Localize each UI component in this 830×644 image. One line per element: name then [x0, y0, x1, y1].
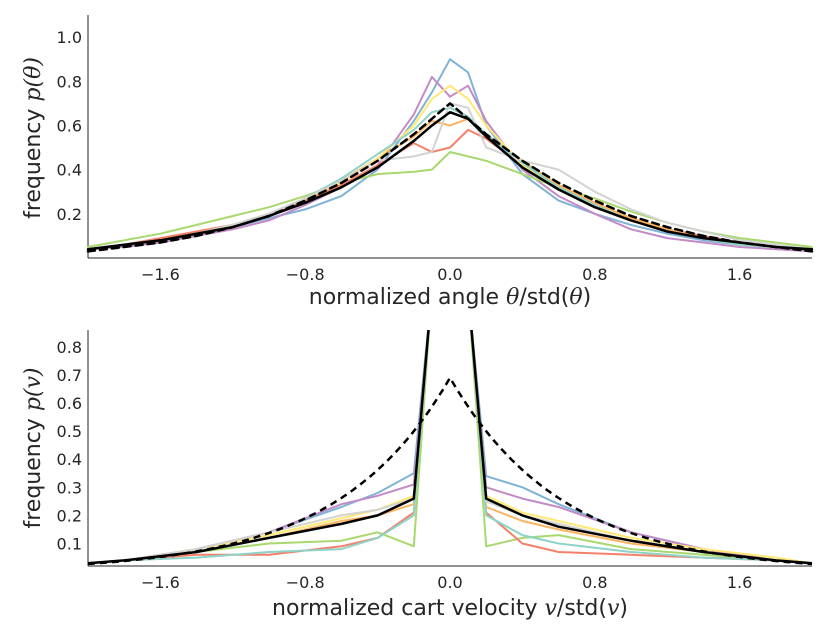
- angle-y-ticks: 0.2 0.4 0.6 0.8 1.0: [57, 28, 82, 224]
- angle-x-tick-label: −0.8: [286, 265, 325, 284]
- velocity-y-tick-label: 0.3: [57, 478, 82, 497]
- velocity-x-tick-label: 0.8: [582, 573, 607, 592]
- angle-y-tick-label: 0.6: [57, 116, 82, 135]
- angle-x-tick-label: 1.6: [727, 265, 752, 284]
- angle-series-line: [86, 102, 814, 253]
- velocity-y-tick-label: 0.6: [57, 394, 82, 413]
- angle-y-tick-label: 0.2: [57, 205, 82, 224]
- velocity-series-line: [88, 330, 812, 565]
- velocity-y-tick-label: 0.4: [57, 450, 82, 469]
- velocity-series-line: [88, 330, 812, 565]
- angle-series-line: [87, 58, 813, 251]
- angle-panel: 0.2 0.4 0.6 0.8 1.0 −1.6 −0.8 0.0 0.8 1.6 normal…: [21, 15, 814, 310]
- velocity-series-line: [88, 330, 812, 565]
- velocity-series-line: [88, 330, 812, 565]
- angle-series-line: [87, 75, 813, 253]
- velocity-y-tick-label: 0.5: [57, 422, 82, 441]
- angle-x-tick-label: −1.6: [141, 265, 180, 284]
- angle-series: [86, 58, 814, 253]
- velocity-y-tick-label: 0.7: [57, 366, 82, 385]
- velocity-y-tick-label: 0.2: [57, 506, 82, 525]
- angle-y-tick-label: 0.4: [57, 161, 82, 180]
- velocity-series-line: [88, 330, 812, 565]
- angle-series-line: [87, 117, 813, 251]
- velocity-y-ticks: 0.1 0.2 0.3 0.4 0.5 0.6 0.7 0.8: [57, 338, 82, 554]
- velocity-y-tick-label: 0.8: [57, 338, 82, 357]
- velocity-x-tick-label: −1.6: [141, 573, 180, 592]
- velocity-x-tick-label: 0.0: [437, 573, 462, 592]
- velocity-x-tick-label: −0.8: [286, 573, 325, 592]
- velocity-series-line: [88, 330, 812, 565]
- velocity-panel: 0.1 0.2 0.3 0.4 0.5 0.6 0.7 0.8 −1.6 −0.8 0.0 0.8 1…: [21, 330, 812, 621]
- angle-x-tick-label: 0.8: [582, 265, 607, 284]
- velocity-y-tick-label: 0.1: [57, 535, 82, 554]
- angle-series-line: [87, 106, 813, 251]
- velocity-x-tick-label: 1.6: [727, 573, 752, 592]
- angle-y-axis-label: frequency p(θ): [21, 57, 46, 219]
- velocity-series: [88, 330, 812, 566]
- angle-x-tick-label: 0.0: [437, 265, 462, 284]
- angle-series-line: [86, 110, 814, 251]
- velocity-x-ticks: −1.6 −0.8 0.0 0.8 1.6: [141, 573, 752, 592]
- velocity-y-axis-label: frequency p(v): [21, 367, 46, 528]
- angle-y-tick-label: 1.0: [57, 28, 82, 47]
- velocity-series-line: [88, 330, 812, 565]
- angle-y-tick-label: 0.8: [57, 72, 82, 91]
- velocity-series-line: [88, 330, 812, 565]
- angle-x-axis-label: normalized angle θ/std(θ): [309, 285, 591, 310]
- velocity-series-line: [88, 330, 812, 565]
- velocity-reference-dashed-line: [88, 376, 812, 566]
- angle-x-ticks: −1.6 −0.8 0.0 0.8 1.6: [141, 265, 752, 284]
- velocity-x-axis-label: normalized cart velocity v/std(v): [272, 596, 628, 621]
